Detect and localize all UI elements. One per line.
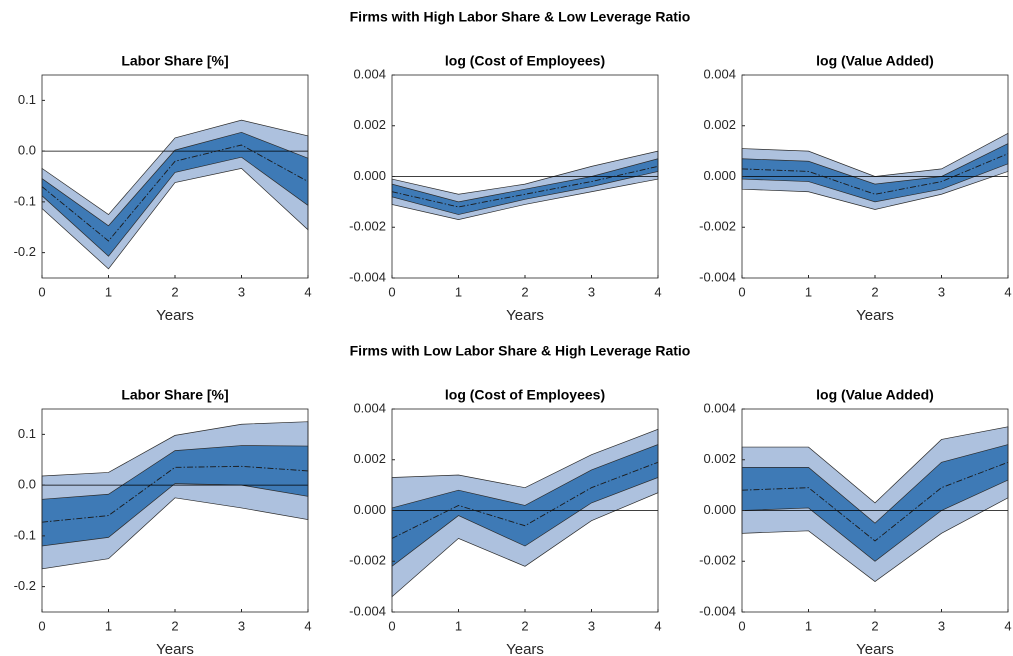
panel: log (Cost of Employees) -0.004 -0.002 0.000… xyxy=(349,53,661,324)
x-tick-label: 1 xyxy=(105,618,112,633)
x-tick-label: 2 xyxy=(521,284,528,299)
x-tick-label: 3 xyxy=(938,618,945,633)
y-tick-label: -0.002 xyxy=(699,219,736,234)
y-tick-label: 0.004 xyxy=(353,400,386,415)
y-tick-label: -0.004 xyxy=(699,603,736,618)
x-tick-label: 3 xyxy=(938,284,945,299)
x-tick-label: 4 xyxy=(1004,618,1011,633)
x-tick-label: 2 xyxy=(171,618,178,633)
mean-line xyxy=(391,461,659,539)
panel: log (Value Added) -0.004 -0.002 0.000 0.002 0… xyxy=(699,387,1011,656)
y-tick-label: 0.000 xyxy=(353,502,386,517)
x-axis-label: Years xyxy=(506,641,544,656)
y-tick-label: 0.1 xyxy=(18,426,36,441)
y-tick-label: 0.002 xyxy=(353,451,386,466)
y-tick-label: -0.1 xyxy=(14,527,36,542)
panel-title: log (Cost of Employees) xyxy=(445,387,605,403)
y-tick-label: -0.002 xyxy=(349,553,386,568)
confidence-band xyxy=(41,421,309,570)
panel: log (Value Added) -0.004 -0.002 0.000 0.002 0… xyxy=(699,53,1011,324)
x-axis-label: Years xyxy=(156,641,194,656)
y-tick-label: 0.004 xyxy=(703,66,736,81)
x-tick-label: 1 xyxy=(455,618,462,633)
x-tick-label: 3 xyxy=(588,618,595,633)
panel-title: log (Value Added) xyxy=(816,53,934,69)
x-tick-label: 2 xyxy=(171,284,178,299)
y-tick-label: 0.000 xyxy=(703,502,736,517)
y-tick-label: 0.0 xyxy=(18,477,36,492)
x-tick-label: 3 xyxy=(238,284,245,299)
y-tick-label: -0.004 xyxy=(349,603,386,618)
mean-line xyxy=(741,461,1009,542)
x-tick-label: 4 xyxy=(304,284,311,299)
row-title: Firms with High Labor Share & Low Levera… xyxy=(350,9,691,25)
x-tick-label: 0 xyxy=(738,284,745,299)
x-tick-label: 4 xyxy=(654,284,661,299)
y-tick-label: 0.002 xyxy=(353,117,386,132)
y-tick-label: 0.002 xyxy=(703,117,736,132)
y-tick-label: 0.000 xyxy=(353,168,386,183)
x-tick-label: 0 xyxy=(738,618,745,633)
panel-title: Labor Share [%] xyxy=(121,53,228,69)
mean-line xyxy=(391,165,659,208)
y-tick-label: -0.002 xyxy=(699,553,736,568)
y-tick-label: 0.002 xyxy=(703,451,736,466)
y-tick-label: -0.002 xyxy=(349,219,386,234)
y-tick-label: -0.2 xyxy=(14,578,36,593)
y-tick-label: 0.0 xyxy=(18,143,36,158)
x-tick-label: 0 xyxy=(38,618,45,633)
x-tick-label: 4 xyxy=(1004,284,1011,299)
panel-title: Labor Share [%] xyxy=(121,387,228,403)
x-tick-label: 1 xyxy=(105,284,112,299)
x-tick-label: 2 xyxy=(871,618,878,633)
x-tick-label: 0 xyxy=(388,284,395,299)
x-tick-label: 0 xyxy=(38,284,45,299)
y-tick-label: -0.1 xyxy=(14,193,36,208)
x-tick-label: 2 xyxy=(871,284,878,299)
y-tick-label: -0.004 xyxy=(699,269,736,284)
x-tick-label: 2 xyxy=(521,618,528,633)
x-tick-label: 3 xyxy=(588,284,595,299)
y-tick-label: 0.1 xyxy=(18,92,36,107)
mean-line xyxy=(41,144,309,242)
y-tick-label: 0.004 xyxy=(353,66,386,81)
panel: Labor Share [%] -0.2 -0.1 0.0 0.1 0 1 2 3 4 Years xyxy=(14,53,312,324)
y-tick-label: 0.004 xyxy=(703,400,736,415)
x-tick-label: 1 xyxy=(455,284,462,299)
panel: log (Cost of Employees) -0.004 -0.002 0.000… xyxy=(349,387,661,656)
x-tick-label: 1 xyxy=(805,618,812,633)
panel-title: log (Cost of Employees) xyxy=(445,53,605,69)
panel: Labor Share [%] -0.2 -0.1 0.0 0.1 0 1 2 3 4 Years xyxy=(14,387,312,656)
x-tick-label: 0 xyxy=(388,618,395,633)
x-tick-label: 4 xyxy=(654,618,661,633)
panel-title: log (Value Added) xyxy=(816,387,934,403)
y-tick-label: 0.000 xyxy=(703,168,736,183)
y-tick-label: -0.004 xyxy=(349,269,386,284)
confidence-band xyxy=(391,150,659,220)
x-tick-label: 1 xyxy=(805,284,812,299)
x-axis-label: Years xyxy=(156,307,194,324)
x-axis-label: Years xyxy=(506,307,544,324)
x-tick-label: 4 xyxy=(304,618,311,633)
row-title: Firms with Low Labor Share & High Levera… xyxy=(350,343,691,359)
x-axis-label: Years xyxy=(856,307,894,324)
x-tick-label: 3 xyxy=(238,618,245,633)
y-tick-label: -0.2 xyxy=(14,244,36,259)
x-axis-label: Years xyxy=(856,641,894,656)
